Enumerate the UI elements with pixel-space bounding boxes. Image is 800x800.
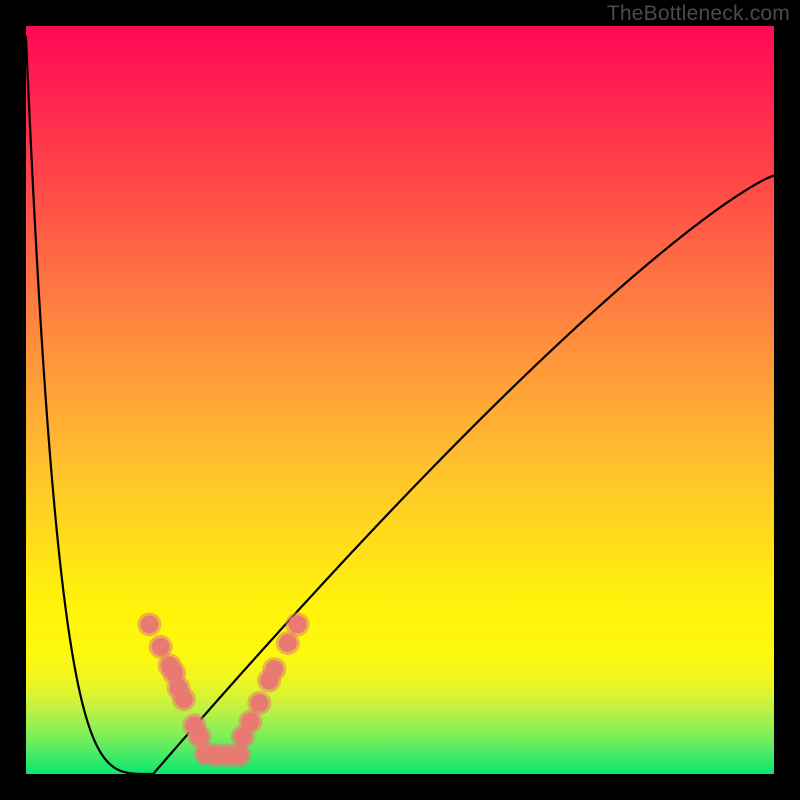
gradient-background: [26, 26, 774, 774]
chart-svg: [0, 0, 800, 800]
chart-container: TheBottleneck.com: [0, 0, 800, 800]
